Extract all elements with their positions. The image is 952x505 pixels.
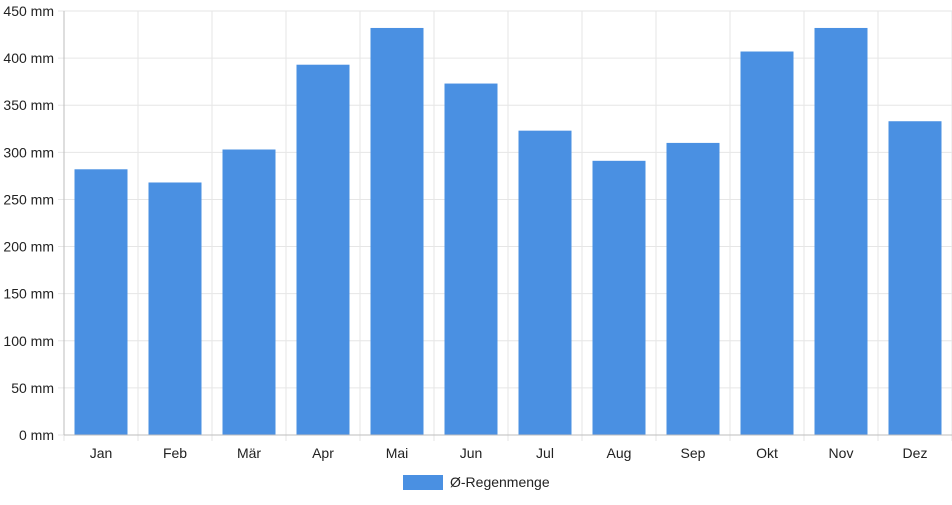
bar-okt [740, 51, 794, 435]
bar-mär [222, 149, 276, 436]
bar-jun [444, 83, 498, 435]
legend: Ø-Regenmenge [403, 474, 550, 490]
bar-aug [592, 160, 646, 435]
x-tick-label: Feb [163, 445, 187, 461]
bar-sep [666, 142, 720, 435]
bar-mai [370, 27, 424, 436]
bars-layer [74, 27, 942, 436]
y-tick-label: 350 mm [3, 97, 54, 113]
x-tick-label: Nov [829, 445, 854, 461]
y-tick-label: 300 mm [3, 144, 54, 160]
y-tick-label: 50 mm [11, 380, 54, 396]
x-tick-label: Mär [237, 445, 261, 461]
y-tick-label: 100 mm [3, 333, 54, 349]
y-tick-label: 450 mm [3, 3, 54, 19]
legend-label: Ø-Regenmenge [450, 474, 550, 490]
axis-layer: 0 mm 50 mm 100 mm 150 mm 200 mm 250 mm 300 mm 3… [3, 3, 952, 461]
bar-jul [518, 130, 572, 435]
bar-feb [148, 182, 202, 435]
x-tick-label: Jun [460, 445, 483, 461]
y-tick-label: 400 mm [3, 50, 54, 66]
bar-jan [74, 169, 128, 435]
x-tick-label: Apr [312, 445, 334, 461]
bar-nov [814, 27, 868, 436]
bar-dez [888, 121, 942, 436]
x-tick-label: Okt [756, 445, 778, 461]
y-tick-label: 200 mm [3, 239, 54, 255]
y-tick-label: 250 mm [3, 191, 54, 207]
x-tick-label: Dez [903, 445, 928, 461]
x-tick-label: Mai [386, 445, 409, 461]
legend-swatch [403, 475, 443, 490]
x-tick-label: Jul [536, 445, 554, 461]
y-tick-label: 150 mm [3, 286, 54, 302]
x-tick-label: Sep [681, 445, 706, 461]
x-tick-label: Aug [607, 445, 632, 461]
bar-apr [296, 64, 350, 435]
x-tick-label: Jan [90, 445, 113, 461]
y-tick-label: 0 mm [19, 427, 54, 443]
